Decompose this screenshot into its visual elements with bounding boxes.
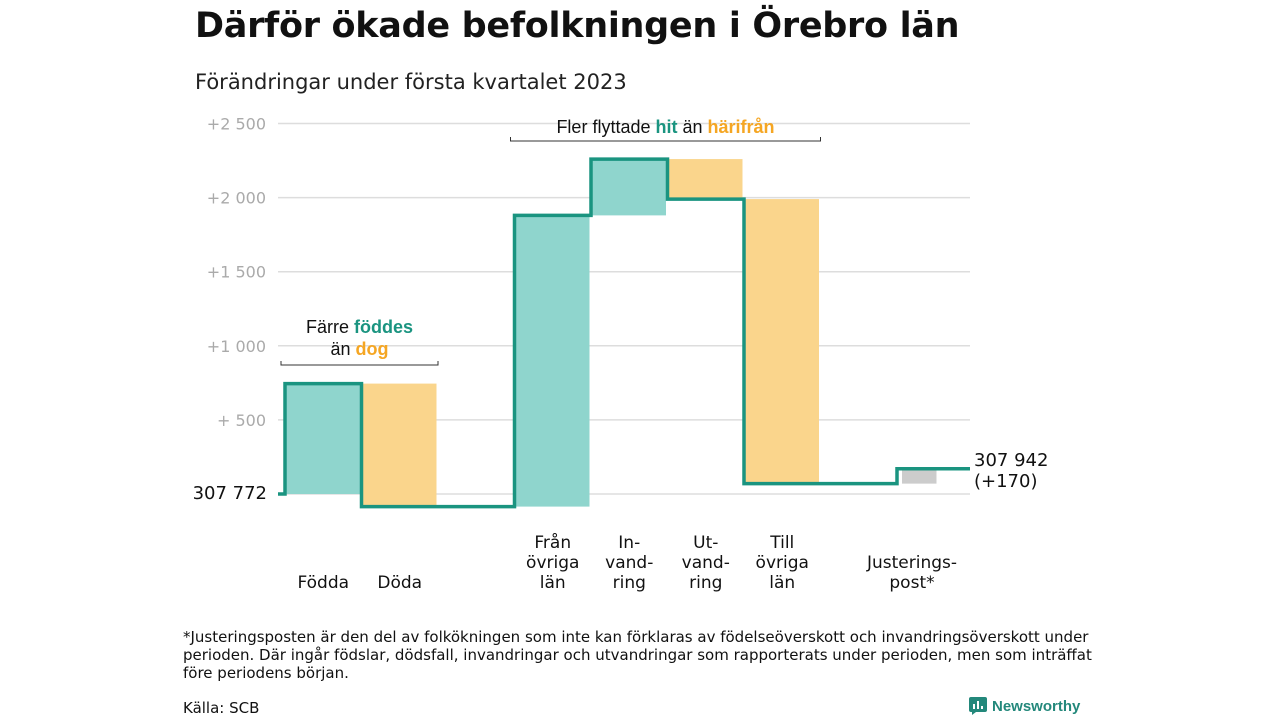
end-value-label: 307 942 xyxy=(974,450,1048,471)
annotation-text-part: än xyxy=(677,117,707,137)
annotation-bracket xyxy=(280,361,439,366)
annotation-bracket xyxy=(510,137,821,142)
waterfall-bar xyxy=(285,383,360,494)
category-label: övriga xyxy=(526,553,579,573)
annotation-text-part: hit xyxy=(655,117,677,137)
category-label: ring xyxy=(613,573,646,593)
category-label: Till xyxy=(769,533,794,553)
start-value-label: 307 772 xyxy=(193,483,267,504)
brand-name: Newsworthy xyxy=(992,697,1081,715)
waterfall-bar xyxy=(667,159,743,200)
category-label: vand- xyxy=(682,553,730,573)
category-label: Döda xyxy=(377,573,422,593)
end-value-label: (+170) xyxy=(974,471,1037,492)
y-tick-label: +1 000 xyxy=(207,337,266,356)
annotation-text-part: härifrån xyxy=(708,117,775,137)
chart-subtitle: Förändringar under första kvartalet 2023 xyxy=(195,70,627,94)
annotation-text-part: än xyxy=(330,339,355,359)
category-label: ring xyxy=(689,573,722,593)
cumulative-step-line xyxy=(278,157,970,509)
annotation-text: än dog xyxy=(330,339,388,359)
category-label: post* xyxy=(889,573,934,593)
category-label: In- xyxy=(618,533,640,553)
waterfall-chart: +2 500 +2 000 +1 500 +1 000 + 500 307 772 307 … xyxy=(193,115,1049,594)
category-label: Ut- xyxy=(693,533,718,553)
annotation-text-part: Färre xyxy=(306,317,354,337)
category-label: län xyxy=(769,573,795,593)
waterfall-bar xyxy=(514,215,590,507)
category-label: Födda xyxy=(297,573,349,593)
waterfall-bar xyxy=(361,383,437,507)
y-tick-label: +2 000 xyxy=(207,189,266,208)
newsworthy-logo-icon xyxy=(969,697,987,715)
annotation-text-part: dog xyxy=(356,339,389,359)
category-label: län xyxy=(540,573,566,593)
waterfall-bar xyxy=(744,199,819,484)
category-label: övriga xyxy=(756,553,809,573)
category-label: Justerings- xyxy=(866,553,957,573)
annotation-text: Färre föddes xyxy=(306,317,413,337)
category-label: vand- xyxy=(605,553,653,573)
footnote: *Justeringsposten är den del av folkökni… xyxy=(183,628,1092,682)
y-tick-label: +1 500 xyxy=(207,263,266,282)
y-tick-label: + 500 xyxy=(217,411,266,430)
annotation-text-part: föddes xyxy=(354,317,413,337)
waterfall-bar xyxy=(591,159,666,216)
category-label: Från xyxy=(534,532,571,553)
annotation-text-part: Fler flyttade xyxy=(556,117,655,137)
waterfall-bar xyxy=(902,468,937,484)
brand-logo: Newsworthy xyxy=(969,697,1080,715)
chart-title: Därför ökade befolkningen i Örebro län xyxy=(195,6,960,46)
source-label: Källa: SCB xyxy=(183,699,260,717)
y-tick-label: +2 500 xyxy=(207,115,266,134)
annotation-text: Fler flyttade hit än härifrån xyxy=(556,117,774,137)
